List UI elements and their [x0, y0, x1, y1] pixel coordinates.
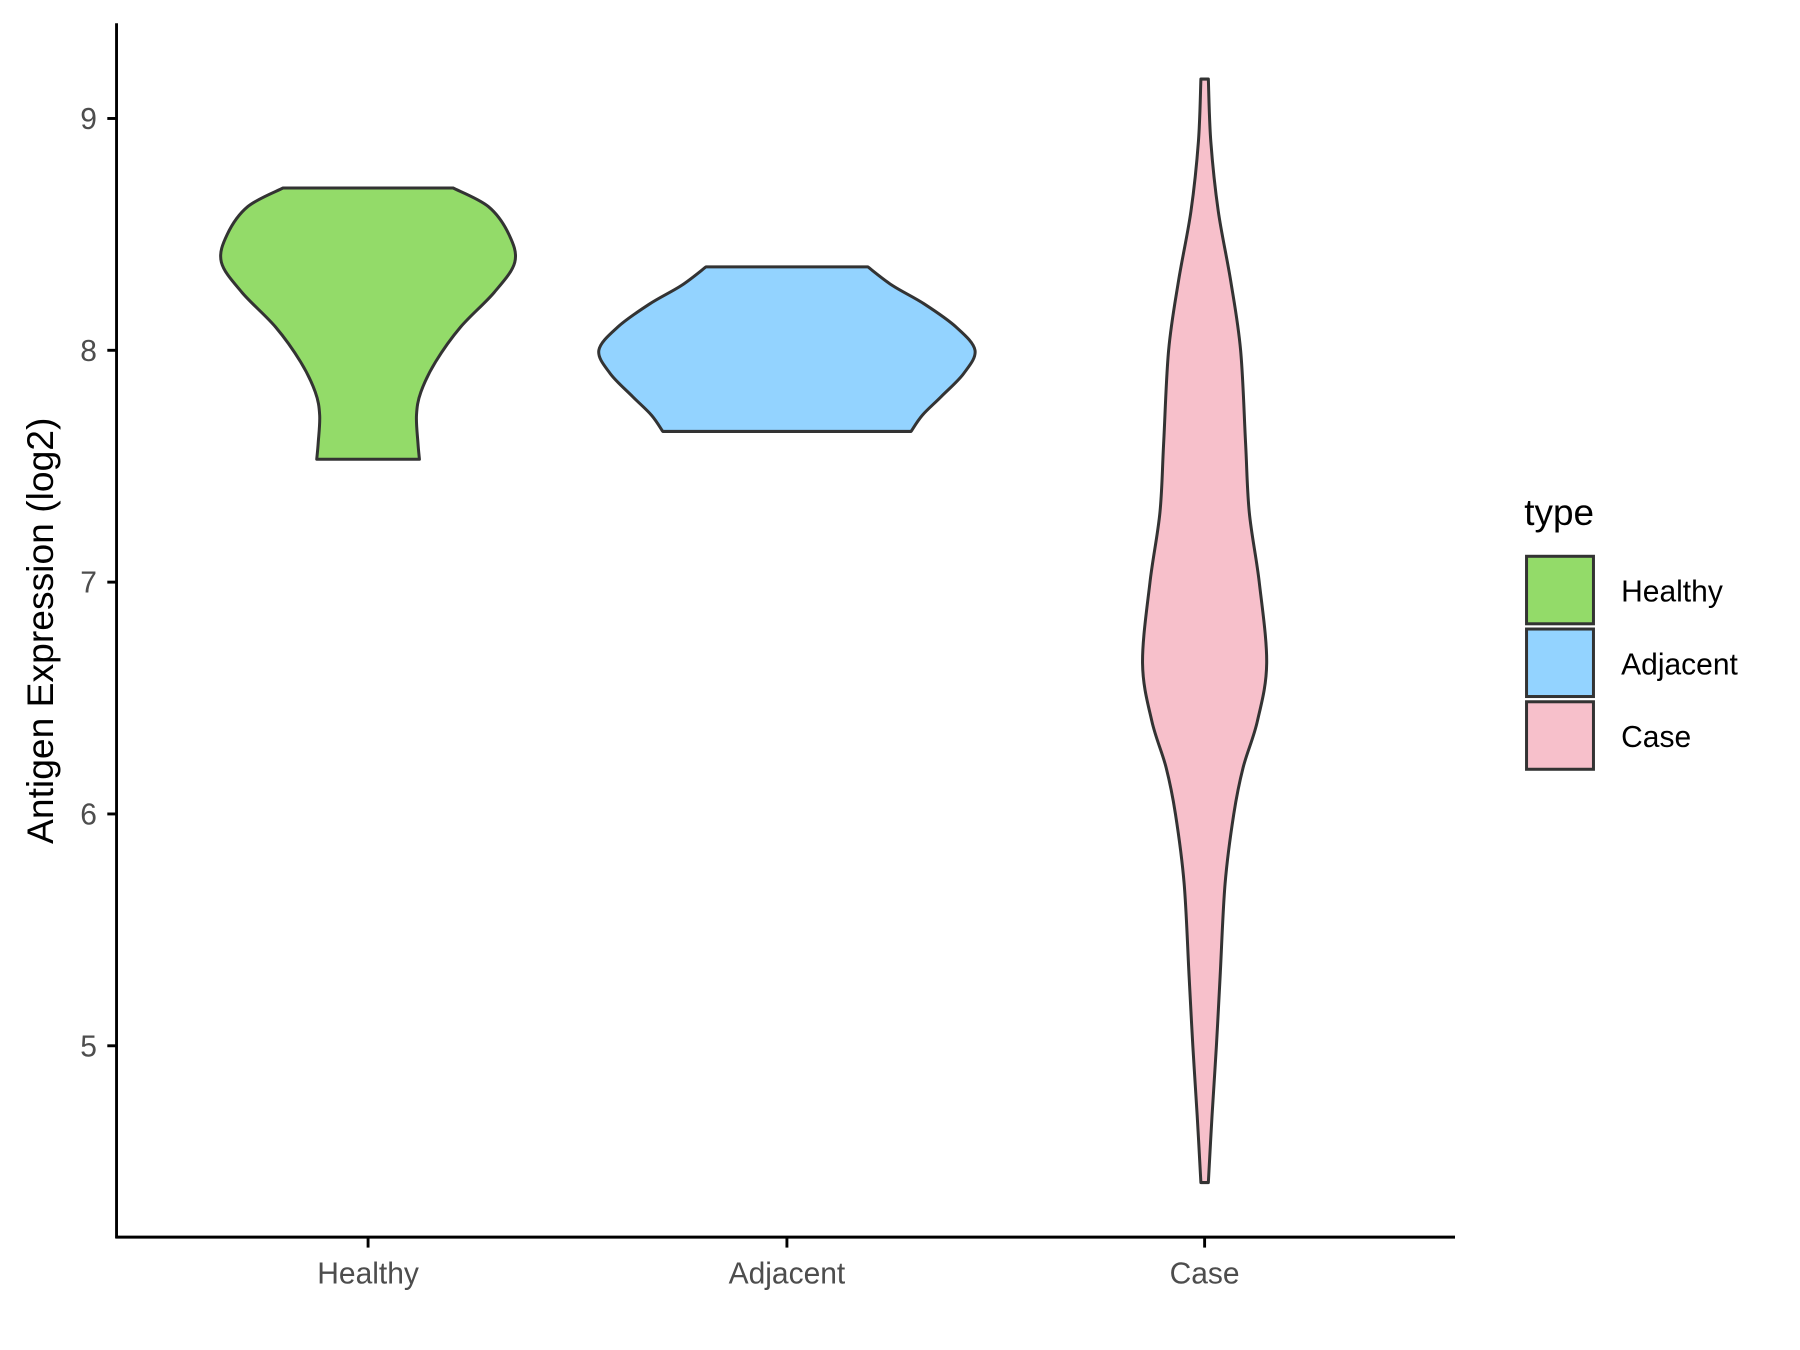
y-tick-label: 6: [80, 798, 97, 831]
x-tick-label: Healthy: [317, 1258, 419, 1291]
x-ticks: Healthy Adjacent Case: [317, 1237, 1240, 1291]
legend-label: Case: [1621, 721, 1691, 754]
y-tick-label: 9: [80, 103, 97, 136]
y-tick-label: 5: [80, 1030, 97, 1063]
legend-key-case: [1525, 700, 1595, 771]
y-tick-label: 8: [80, 335, 97, 368]
violin-healthy: [219, 186, 518, 461]
legend-label: Healthy: [1621, 576, 1723, 609]
y-tick-label: 7: [80, 566, 97, 599]
x-tick-label: Adjacent: [729, 1258, 846, 1291]
violins-layer: [219, 77, 1269, 1185]
y-axis-title: Antigen Expression (log2): [19, 418, 61, 844]
legend-title: type: [1524, 491, 1594, 533]
x-tick-label: Case: [1170, 1258, 1240, 1291]
violin-case: [1141, 77, 1269, 1185]
violin-adjacent: [597, 265, 977, 433]
y-ticks: 5 6 7 8 9: [80, 103, 117, 1063]
legend-key-adjacent: [1525, 627, 1595, 699]
legend-label: Adjacent: [1621, 648, 1738, 681]
legend: type Healthy Adjacent Case: [1524, 491, 1738, 771]
legend-key-healthy: [1525, 554, 1595, 626]
